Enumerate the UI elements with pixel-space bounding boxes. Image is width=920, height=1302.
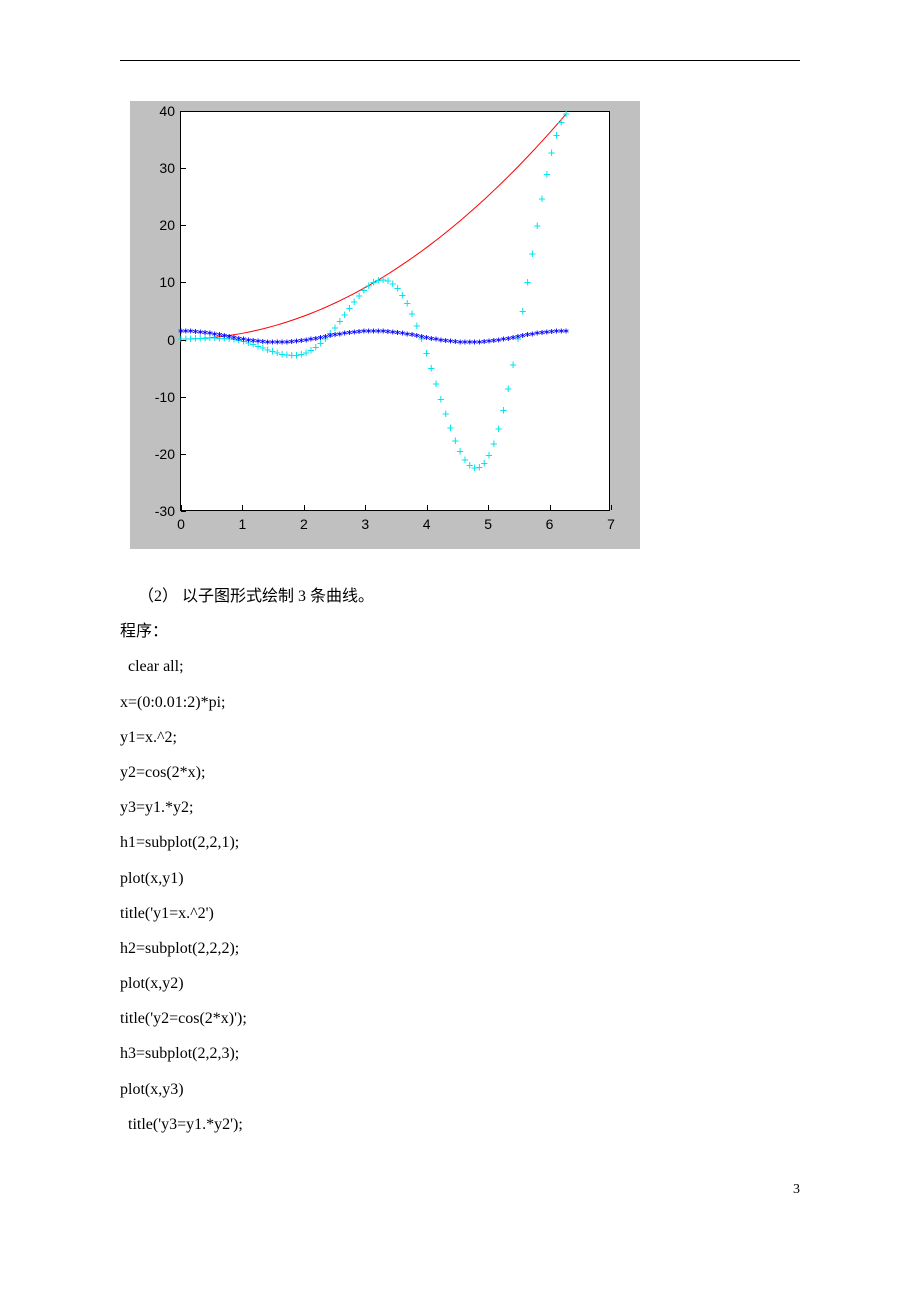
code-line: x=(0:0.01:2)*pi; — [120, 685, 800, 720]
x-tick-label: 0 — [177, 516, 185, 532]
svg-text:+: + — [505, 382, 512, 396]
svg-text:+: + — [543, 167, 550, 181]
y-tick-label: -10 — [141, 389, 175, 405]
y-tick-mark — [181, 225, 186, 226]
code-line: title('y3=y1.*y2'); — [120, 1107, 800, 1142]
header-rule — [120, 60, 800, 61]
y-tick-mark — [181, 282, 186, 283]
code-line: h2=subplot(2,2,2); — [120, 931, 800, 966]
svg-text:+: + — [562, 106, 569, 120]
x-tick-mark — [427, 505, 428, 510]
code-line: y2=cos(2*x); — [120, 755, 800, 790]
section-label: （2） 以子图形式绘制 3 条曲线。 — [120, 579, 800, 614]
x-tick-label: 3 — [361, 516, 369, 532]
series-y1-line — [181, 114, 566, 339]
y-tick-label: 40 — [141, 103, 175, 119]
svg-text:+: + — [538, 192, 545, 206]
y-tick-mark — [181, 397, 186, 398]
y-tick-mark — [181, 111, 186, 112]
svg-text:*: * — [563, 326, 570, 339]
x-tick-mark — [611, 505, 612, 510]
code-line: clear all; — [120, 649, 800, 684]
y-tick-mark — [181, 168, 186, 169]
y-tick-mark — [181, 340, 186, 341]
svg-text:+: + — [534, 218, 541, 232]
svg-text:+: + — [500, 403, 507, 417]
svg-text:+: + — [437, 392, 444, 406]
page-number: 3 — [120, 1182, 800, 1198]
code-line: plot(x,y3) — [120, 1072, 800, 1107]
svg-text:+: + — [510, 358, 517, 372]
x-tick-mark — [181, 505, 182, 510]
y-tick-label: -20 — [141, 446, 175, 462]
x-tick-mark — [365, 505, 366, 510]
y-tick-mark — [181, 511, 186, 512]
svg-text:+: + — [423, 346, 430, 360]
x-tick-label: 6 — [546, 516, 554, 532]
svg-text:+: + — [432, 376, 439, 390]
svg-text:+: + — [428, 361, 435, 375]
code-block: clear all;x=(0:0.01:2)*pi;y1=x.^2;y2=cos… — [120, 649, 800, 1142]
y-tick-label: -30 — [141, 503, 175, 519]
x-tick-label: 2 — [300, 516, 308, 532]
svg-text:+: + — [553, 128, 560, 142]
svg-text:+: + — [490, 437, 497, 451]
body-text: （2） 以子图形式绘制 3 条曲线。 程序： clear all;x=(0:0.… — [120, 579, 800, 1142]
y-tick-label: 20 — [141, 217, 175, 233]
x-tick-mark — [550, 505, 551, 510]
x-tick-label: 5 — [484, 516, 492, 532]
code-line: title('y1=x.^2') — [120, 896, 800, 931]
x-tick-mark — [488, 505, 489, 510]
series-y3-markers: ++++++++++++++++++++++++++++++++++++++++… — [177, 106, 569, 474]
svg-text:+: + — [548, 146, 555, 160]
matlab-figure: ++++++++++++++++++++++++++++++++++++++++… — [130, 101, 640, 549]
svg-text:+: + — [529, 246, 536, 260]
chart-axes: ++++++++++++++++++++++++++++++++++++++++… — [180, 111, 610, 511]
code-line: h3=subplot(2,2,3); — [120, 1036, 800, 1071]
y-tick-label: 10 — [141, 274, 175, 290]
y-tick-mark — [181, 454, 186, 455]
code-line: plot(x,y1) — [120, 861, 800, 896]
x-tick-mark — [242, 505, 243, 510]
x-tick-label: 7 — [607, 516, 615, 532]
chart-svg: ++++++++++++++++++++++++++++++++++++++++… — [181, 111, 610, 510]
code-line: h1=subplot(2,2,1); — [120, 825, 800, 860]
svg-text:+: + — [495, 422, 502, 436]
program-label: 程序： — [120, 614, 800, 649]
code-line: title('y2=cos(2*x)'); — [120, 1001, 800, 1036]
x-tick-label: 1 — [239, 516, 247, 532]
x-tick-mark — [304, 505, 305, 510]
code-line: y3=y1.*y2; — [120, 790, 800, 825]
code-line: plot(x,y2) — [120, 966, 800, 1001]
code-line: y1=x.^2; — [120, 720, 800, 755]
svg-text:+: + — [442, 407, 449, 421]
page: ++++++++++++++++++++++++++++++++++++++++… — [0, 0, 920, 1238]
x-tick-label: 4 — [423, 516, 431, 532]
y-tick-label: 0 — [141, 332, 175, 348]
y-tick-label: 30 — [141, 160, 175, 176]
svg-text:+: + — [519, 304, 526, 318]
svg-text:+: + — [524, 275, 531, 289]
